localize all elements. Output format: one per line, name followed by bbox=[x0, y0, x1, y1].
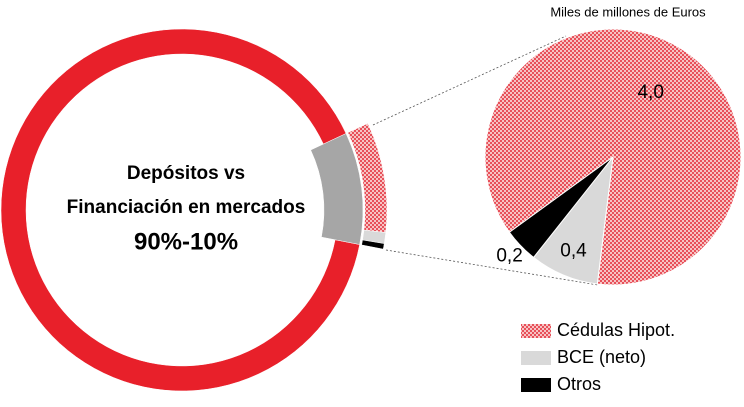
data-label: 4,0 bbox=[637, 82, 663, 103]
legend-swatch bbox=[521, 324, 551, 338]
center-label: 90%-10% bbox=[134, 228, 238, 255]
center-annotation: Financiación en mercados bbox=[67, 197, 306, 218]
legend-label: BCE (neto) bbox=[557, 347, 646, 367]
legend-label: Cédulas Hipot. bbox=[557, 320, 675, 340]
donut-segment bbox=[310, 133, 364, 245]
data-label: 0,2 bbox=[496, 245, 522, 266]
donut-segment bbox=[0, 28, 360, 392]
breakdown-segment bbox=[361, 239, 385, 250]
subtitle: Miles de millones de Euros bbox=[550, 4, 706, 19]
pie-slice bbox=[508, 156, 614, 259]
center-annotation: Depósitos vs bbox=[127, 163, 245, 184]
data-label: 0,4 bbox=[560, 240, 587, 261]
connector bbox=[372, 35, 567, 126]
legend-swatch bbox=[521, 378, 551, 392]
legend-swatch bbox=[521, 351, 551, 365]
legend-label: Otros bbox=[557, 374, 601, 394]
